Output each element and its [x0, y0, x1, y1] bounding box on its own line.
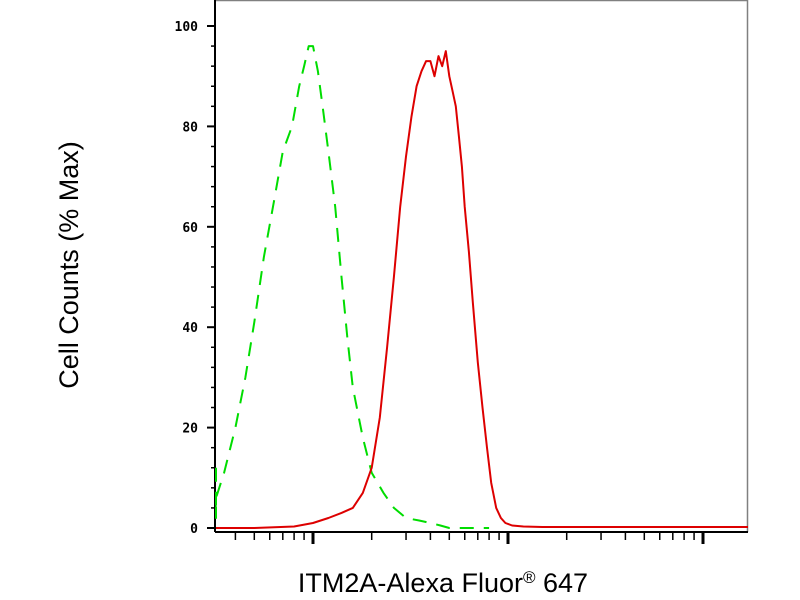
x-axis-ticks: [234, 532, 705, 544]
y-tick-label: 20: [182, 422, 198, 437]
y-tick-label: 80: [182, 120, 198, 135]
y-axis-label: Cell Counts (% Max): [54, 141, 84, 389]
y-tick-label: 0: [190, 522, 198, 537]
plot-frame: [214, 0, 749, 533]
x-axis-label-main: ITM2A-Alexa Fluor: [298, 568, 523, 598]
y-tick-label: 100: [175, 20, 199, 35]
y-tick-label: 40: [182, 321, 198, 336]
series-layer: [215, 45, 748, 529]
y-tick-label: 60: [182, 221, 198, 236]
histogram-series-2: [216, 50, 748, 529]
x-axis-label: ITM2A-Alexa Fluor® 647: [298, 568, 588, 598]
histogram-series-1: [215, 45, 490, 529]
registered-mark: ®: [523, 568, 536, 587]
x-axis-label-tail: 647: [536, 568, 589, 598]
y-axis-ticks: 0 20 40 60 80 100: [175, 20, 215, 537]
